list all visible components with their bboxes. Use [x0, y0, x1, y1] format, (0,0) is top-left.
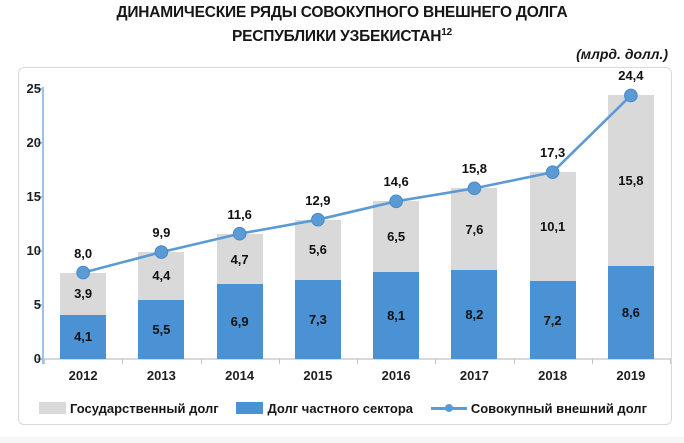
legend-item-private-debt: Долг частного сектора: [236, 401, 413, 416]
y-axis-tick: [37, 250, 42, 252]
y-axis-tick-label: 10: [26, 243, 41, 258]
y-axis-line: [42, 87, 44, 364]
y-axis-tick-label: 0: [33, 351, 41, 366]
bar-segment-private-debt: 7,2: [529, 281, 576, 359]
page-edge: [0, 437, 684, 443]
plot-area: 0 5 10 15 20 25 4,1 3,9 2012 8,0 5,5 4,4 2013 9,9 6,9 4…: [19, 68, 671, 424]
legend-label-state-debt: Государственный долг: [70, 400, 219, 416]
bar-segment-state-debt: 3,9: [60, 272, 107, 315]
bar-segment-private-debt: 8,2: [451, 270, 498, 359]
bar-segment-state-debt: 15,8: [607, 95, 654, 267]
total-value-label: 15,8: [461, 161, 488, 177]
total-value-label: 17,3: [539, 145, 566, 161]
total-value-label: 24,4: [618, 68, 644, 84]
bar-segment-state-debt: 5,6: [294, 219, 341, 281]
total-debt-marker: [624, 88, 638, 103]
x-axis-tick: [591, 359, 593, 364]
bar-segment-state-debt: 10,1: [529, 172, 576, 282]
x-axis-tick: [435, 359, 437, 364]
y-axis-tick: [37, 358, 42, 360]
legend-label-total-debt: Совокупный внешний долг: [470, 400, 647, 416]
x-axis-category-label: 2016: [381, 368, 411, 383]
legend: Государственный долг Долг частного секто…: [39, 399, 647, 417]
total-debt-marker: [311, 212, 325, 227]
total-debt-polyline: [82, 94, 632, 274]
total-value-label: 8,0: [74, 245, 93, 261]
x-axis-category-label: 2014: [225, 368, 255, 383]
total-debt-marker: [467, 181, 482, 196]
total-value-label: 12,9: [305, 192, 331, 208]
total-value-label: 14,6: [383, 174, 409, 190]
private-debt-swatch: [236, 402, 264, 414]
bar-segment-private-debt: 6,9: [216, 284, 263, 359]
total-value-label: 9,9: [152, 225, 171, 241]
chart-title: ДИНАМИЧЕСКИЕ РЯДЫ СОВОКУПНОГО ВНЕШНЕГО Д…: [0, 0, 684, 47]
x-axis-category-label: 2019: [616, 368, 646, 383]
chart-title-line2-text: РЕСПУБЛИКИ УЗБЕКИСТАН: [232, 28, 442, 46]
legend-label-private-debt: Долг частного сектора: [267, 400, 414, 416]
total-debt-marker: [545, 165, 560, 179]
chart-title-line2: РЕСПУБЛИКИ УЗБЕКИСТАН12: [0, 23, 684, 47]
bar-segment-private-debt: 7,3: [294, 280, 341, 359]
total-debt-marker: [76, 265, 90, 280]
bar-segment-private-debt: 4,1: [60, 314, 107, 359]
x-axis-tick: [513, 359, 515, 364]
units-label: (млрд. долл.): [576, 46, 668, 62]
x-axis-tick: [122, 359, 124, 364]
x-axis-category-label: 2012: [68, 368, 98, 383]
y-axis-tick-label: 25: [26, 81, 41, 96]
title-footnote-ref: 12: [441, 27, 452, 38]
x-axis-category-label: 2015: [303, 368, 333, 383]
chart-title-line1: ДИНАМИЧЕСКИЕ РЯДЫ СОВОКУПНОГО ВНЕШНЕГО Д…: [116, 4, 568, 21]
y-axis-tick: [37, 142, 42, 144]
total-debt-line: [76, 88, 638, 280]
x-axis-category-label: 2017: [459, 368, 489, 383]
bar-segment-private-debt: 8,1: [373, 271, 420, 359]
y-axis-tick: [37, 88, 42, 90]
total-debt-marker: [154, 245, 169, 259]
total-debt-marker: [389, 194, 403, 209]
x-axis-tick: [278, 359, 280, 364]
bar-segment-private-debt: 5,5: [138, 299, 185, 359]
total-value-label: 11,6: [227, 206, 252, 222]
total-debt-marker: [232, 226, 247, 241]
bar-segment-private-debt: 8,6: [607, 266, 654, 359]
bar-segment-state-debt: 6,5: [373, 201, 420, 272]
state-debt-swatch: [39, 402, 66, 414]
chart-frame: 0 5 10 15 20 25 4,1 3,9 2012 8,0 5,5 4,4 2013 9,9 6,9 4…: [18, 67, 672, 425]
y-axis-tick-label: 5: [33, 297, 41, 312]
x-axis-tick: [357, 359, 358, 364]
bar-segment-state-debt: 7,6: [451, 188, 498, 271]
x-axis-tick: [200, 359, 202, 364]
bar-segment-state-debt: 4,4: [138, 252, 185, 300]
x-axis-category-label: 2013: [146, 368, 176, 383]
x-axis-category-label: 2018: [538, 368, 568, 383]
y-axis-tick-label: 15: [26, 189, 41, 204]
y-axis-tick-label: 20: [26, 135, 41, 150]
x-axis-tick: [44, 359, 45, 364]
y-axis-tick: [37, 304, 42, 306]
line-marker-icon: [430, 402, 467, 414]
legend-item-state-debt: Государственный долг: [39, 401, 219, 416]
bar-segment-state-debt: 4,7: [216, 233, 263, 285]
legend-item-total-debt: Совокупный внешний долг: [430, 400, 647, 416]
x-axis-tick: [670, 359, 671, 364]
y-axis-tick: [37, 196, 42, 198]
